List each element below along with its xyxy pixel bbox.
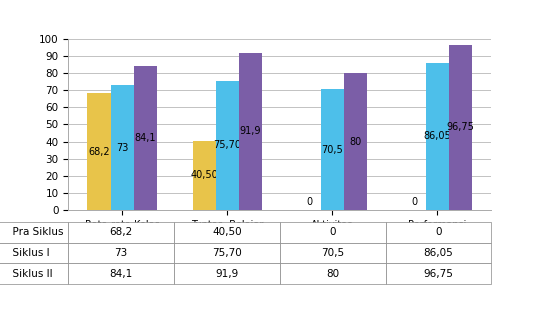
Text: 86,05: 86,05 (424, 131, 452, 141)
Text: 73: 73 (116, 142, 128, 153)
Text: 70,5: 70,5 (322, 145, 343, 155)
Bar (193, 141, 216, 210)
Text: 75,70: 75,70 (213, 140, 241, 150)
Text: 80: 80 (349, 137, 361, 146)
Text: 96,75: 96,75 (447, 122, 474, 132)
Text: 40,50: 40,50 (190, 170, 218, 180)
Text: 68,2: 68,2 (88, 147, 110, 156)
Bar (344, 73, 367, 210)
Bar (87, 93, 111, 210)
Bar (426, 63, 449, 210)
Text: 0: 0 (411, 197, 418, 207)
Bar (216, 81, 239, 210)
Text: 91,9: 91,9 (240, 126, 261, 136)
Text: 84,1: 84,1 (134, 133, 156, 143)
Bar (239, 53, 262, 210)
Bar (321, 89, 344, 210)
Text: 0: 0 (306, 197, 312, 207)
Bar (449, 45, 472, 210)
Bar (111, 85, 134, 210)
Bar (134, 66, 157, 210)
